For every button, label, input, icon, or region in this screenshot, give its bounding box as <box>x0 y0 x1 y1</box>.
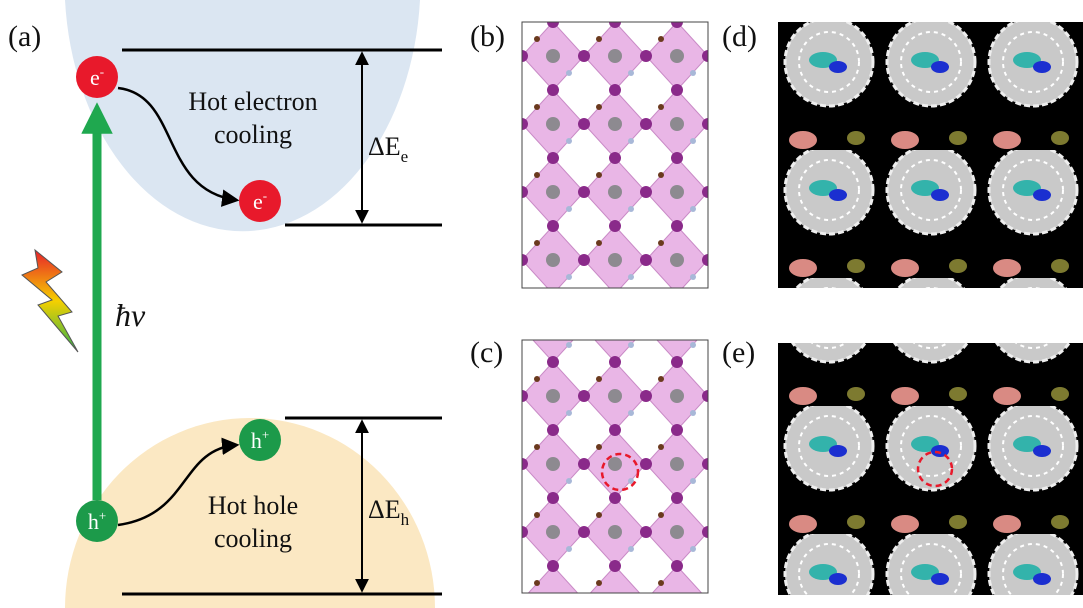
simulation-image <box>778 343 1083 595</box>
panel-e: (e) <box>722 336 1083 595</box>
delta-e: ΔEe <box>368 132 408 166</box>
hole-region <box>65 418 435 608</box>
panel-label: (e) <box>722 336 755 369</box>
electron-cooling: Hot electron <box>188 87 317 116</box>
delta-h: ΔEh <box>368 495 410 529</box>
hole-cooling: cooling <box>214 524 292 553</box>
hole-label: h+ <box>88 508 106 534</box>
electron-cooling: cooling <box>214 120 292 149</box>
panel-label: (b) <box>470 20 505 53</box>
hole-relax <box>117 437 240 527</box>
panel-c: (c) <box>470 336 709 594</box>
simulation-image <box>778 22 1083 288</box>
hole-label: h+ <box>251 427 269 453</box>
photon-energy: ħv <box>115 297 146 333</box>
panel-d: (d) <box>722 20 1083 288</box>
panel-label: (c) <box>470 336 503 369</box>
structure-image <box>521 21 709 289</box>
hole-cooling: Hot hole <box>208 491 298 520</box>
light-bolt <box>21 248 79 353</box>
panel-a: (a) e- e- h+ h+ Hot electron cooling Hot… <box>8 0 442 608</box>
electron <box>76 56 118 98</box>
hole <box>76 500 118 542</box>
structure-image <box>521 339 709 594</box>
electron-label: e- <box>253 188 267 214</box>
electron-region <box>65 0 420 232</box>
defect-marker <box>916 450 954 488</box>
panel-label: (d) <box>722 20 757 53</box>
electron-relax <box>117 86 240 207</box>
hole <box>239 419 281 461</box>
levels <box>122 48 442 596</box>
panel-b: (b) <box>470 20 709 289</box>
defect-marker <box>600 452 640 492</box>
panel-label: (a) <box>8 20 41 53</box>
electron <box>239 180 281 222</box>
electron-label: e- <box>90 64 104 90</box>
